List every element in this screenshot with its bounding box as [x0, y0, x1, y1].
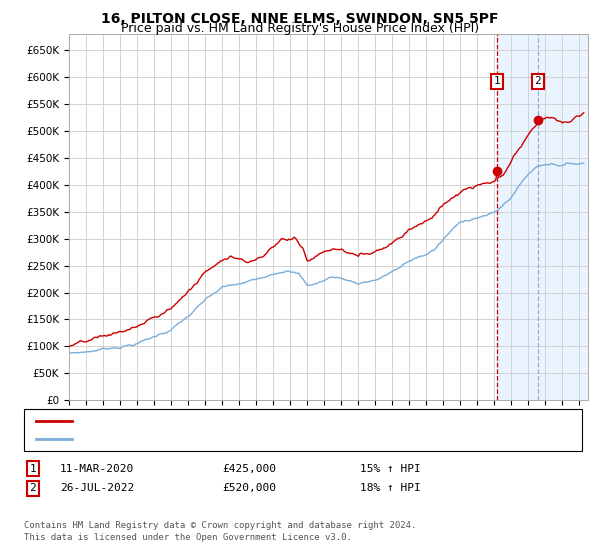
Text: 11-MAR-2020: 11-MAR-2020 [60, 464, 134, 474]
Bar [497, 34, 588, 400]
Text: Price paid vs. HM Land Registry's House Price Index (HPI): Price paid vs. HM Land Registry's House … [121, 22, 479, 35]
Text: 16, PILTON CLOSE, NINE ELMS, SWINDON, SN5 5PF: 16, PILTON CLOSE, NINE ELMS, SWINDON, SN… [101, 12, 499, 26]
Text: 18% ↑ HPI: 18% ↑ HPI [360, 483, 421, 493]
Text: 15% ↑ HPI: 15% ↑ HPI [360, 464, 421, 474]
Text: This data is licensed under the Open Government Licence v3.0.: This data is licensed under the Open Gov… [24, 533, 352, 542]
Text: 2: 2 [534, 76, 541, 86]
Text: HPI: Average price, detached house, Swindon: HPI: Average price, detached house, Swin… [78, 434, 315, 444]
Text: 16, PILTON CLOSE, NINE ELMS, SWINDON, SN5 5PF (detached house): 16, PILTON CLOSE, NINE ELMS, SWINDON, SN… [78, 416, 437, 426]
Text: 26-JUL-2022: 26-JUL-2022 [60, 483, 134, 493]
Text: 2: 2 [29, 483, 37, 493]
Text: £520,000: £520,000 [222, 483, 276, 493]
Text: £425,000: £425,000 [222, 464, 276, 474]
Text: Contains HM Land Registry data © Crown copyright and database right 2024.: Contains HM Land Registry data © Crown c… [24, 521, 416, 530]
Text: 1: 1 [29, 464, 37, 474]
Text: 1: 1 [494, 76, 500, 86]
